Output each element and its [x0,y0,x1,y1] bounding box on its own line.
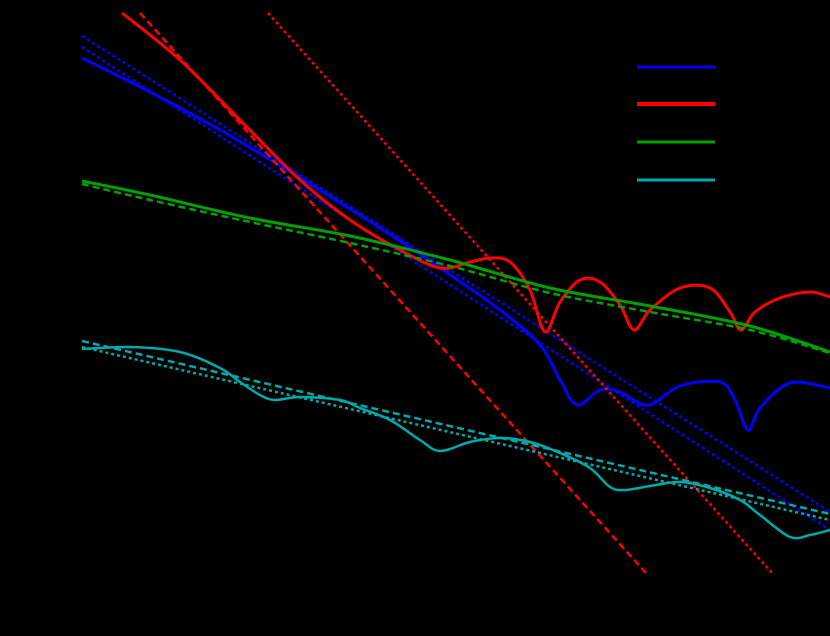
series-layer [81,11,830,574]
series-red-solid [121,11,830,334]
series-cyan-dotted-2 [81,345,830,522]
series-red-dashed-1 [139,12,647,574]
series-cyan-dashed-1 [81,339,830,516]
series-blue-solid [81,56,830,432]
series-green-solid [81,179,830,354]
legend [637,65,715,182]
series-cyan-solid [81,345,830,540]
series-blue-dotted-1 [81,34,830,514]
series-green-dashed [81,182,830,355]
series-blue-dotted-2 [81,45,830,532]
